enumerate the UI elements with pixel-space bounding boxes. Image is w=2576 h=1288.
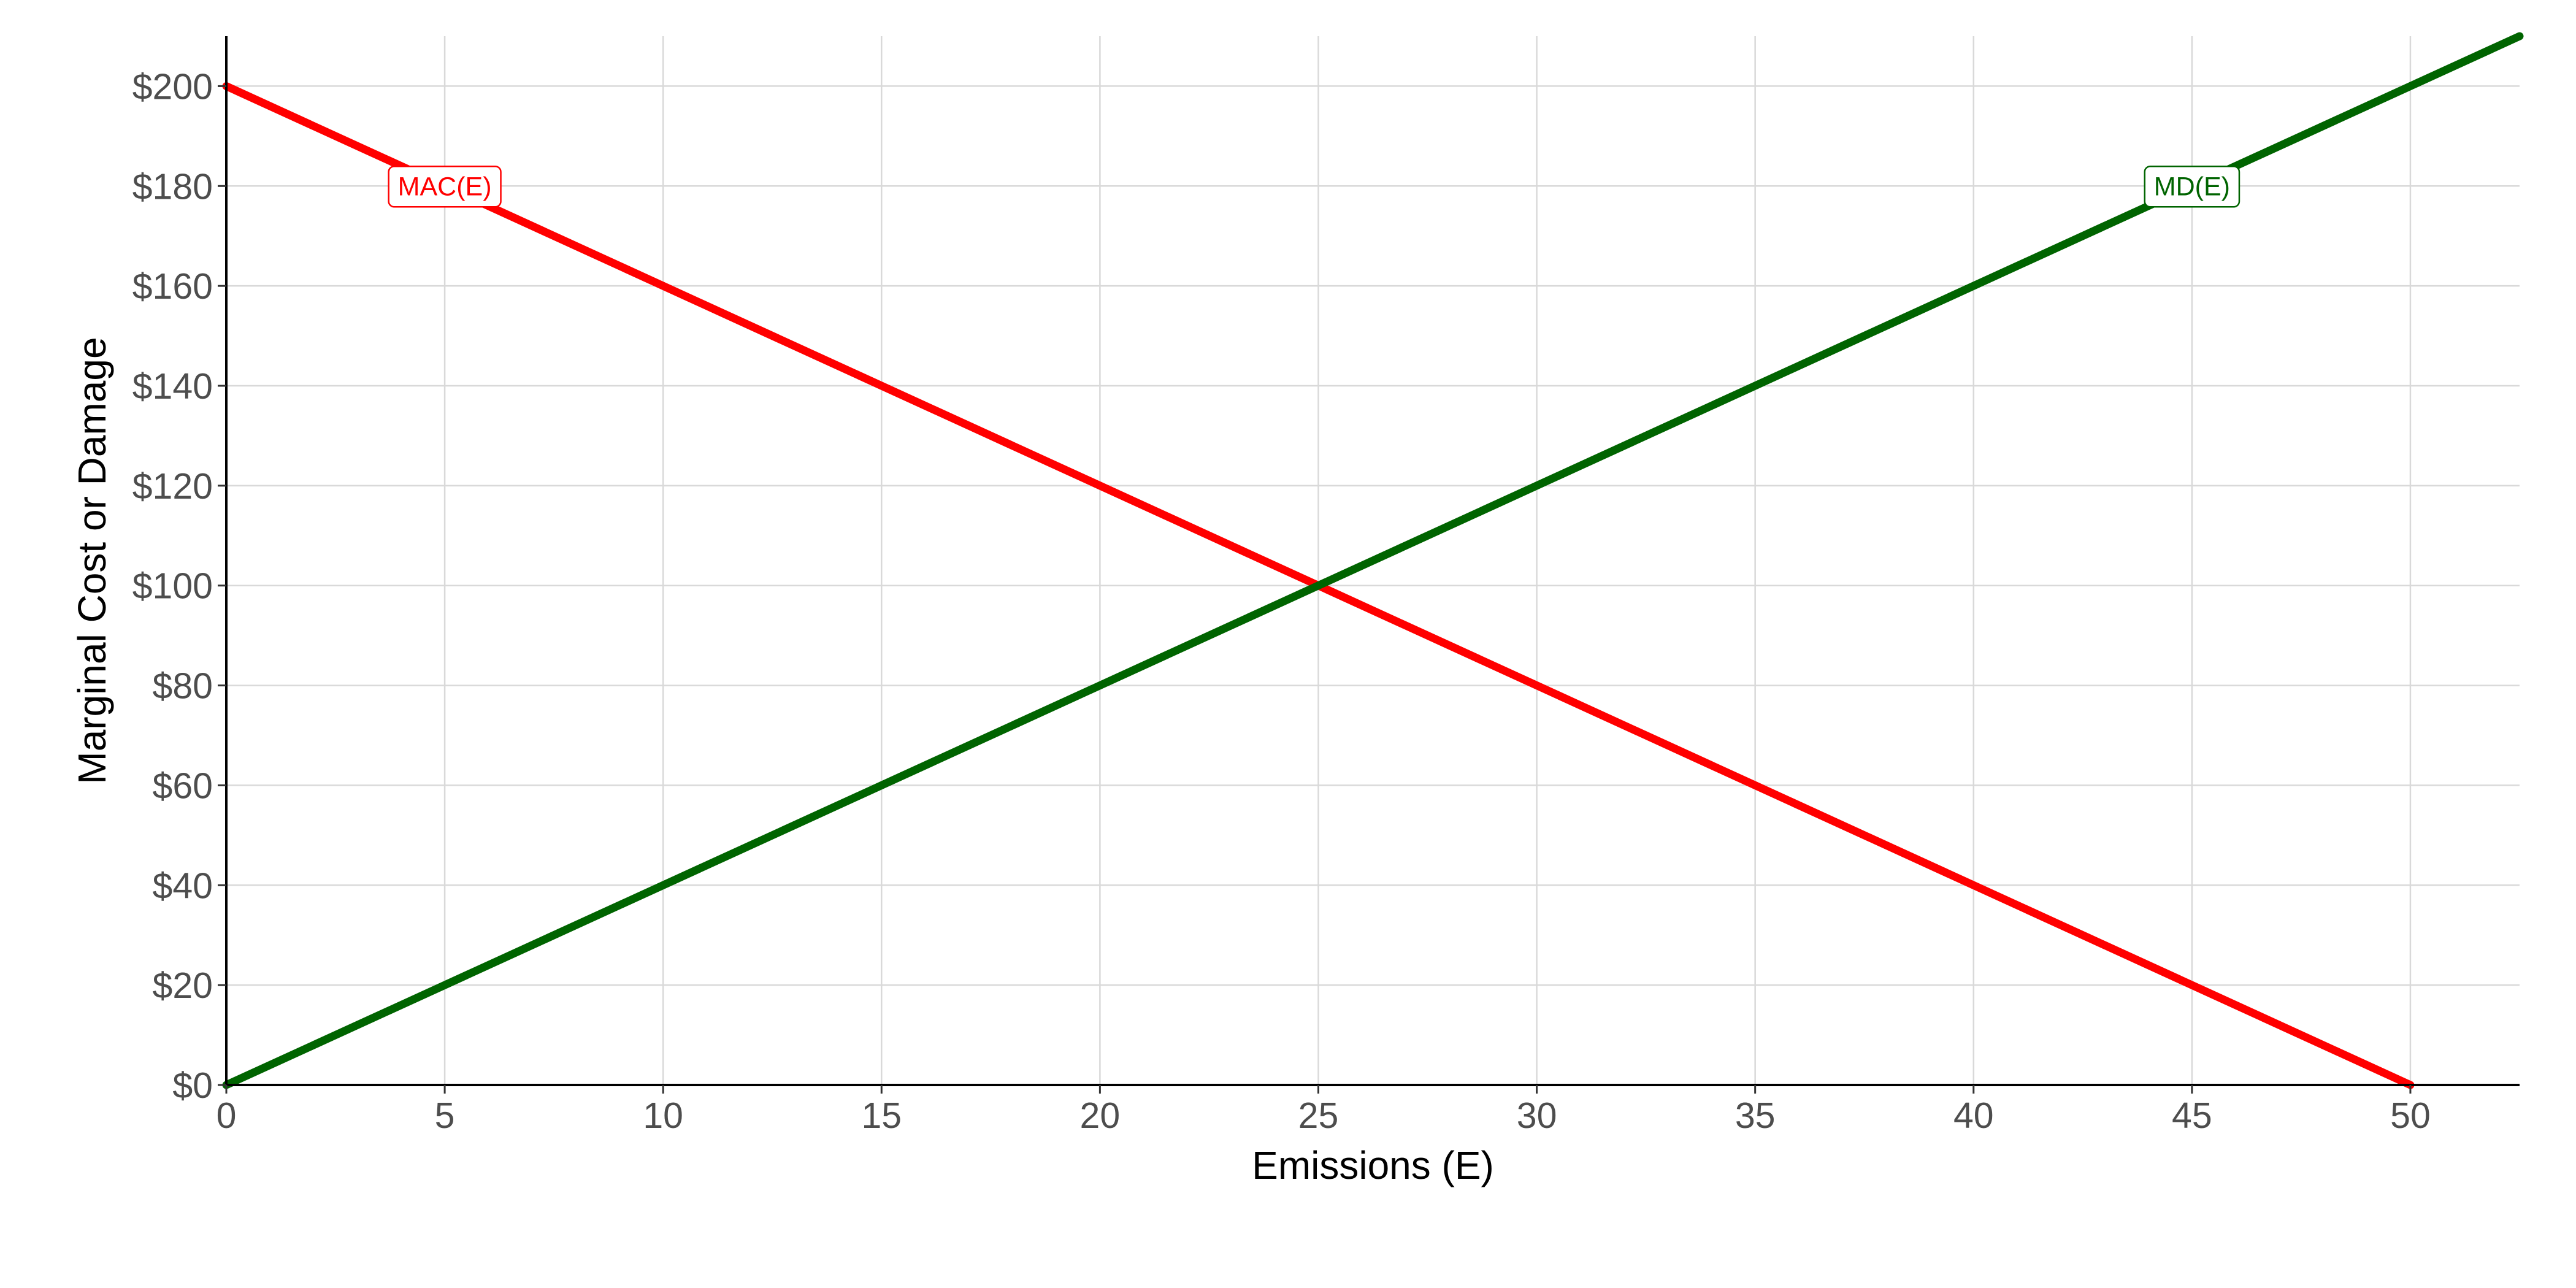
series-lines (222, 32, 2524, 1089)
x-tick-label-2: 10 (643, 1095, 683, 1136)
y-tick-label-7: $140 (132, 366, 213, 407)
series-labels: MAC(E) MD(E) (388, 166, 2241, 208)
y-tick-label-4: $80 (153, 666, 213, 707)
x-tick-label-3: 15 (861, 1095, 902, 1136)
x-tick-label-7: 35 (1735, 1095, 1776, 1136)
series-label-text: MD(E) (2154, 172, 2230, 201)
series-line-md-e (222, 32, 2524, 1089)
ticks: 0 5 10 15 20 25 30 35 40 45 50 $0 $20 $40 $60 $80 $100 $1… (132, 66, 2431, 1136)
x-tick-label-6: 30 (1517, 1095, 1557, 1136)
x-tick-label-1: 5 (435, 1095, 455, 1136)
y-tick-label-1: $20 (153, 965, 213, 1006)
x-tick-label-4: 20 (1080, 1095, 1121, 1136)
series-label-box (388, 166, 502, 208)
x-axis-title: Emissions (E) (1252, 1143, 1494, 1187)
y-tick-label-2: $40 (153, 865, 213, 906)
x-tick-label-9: 45 (2172, 1095, 2212, 1136)
y-tick-label-10: $200 (132, 66, 213, 107)
y-tick-label-9: $180 (132, 166, 213, 207)
series-label-box (2144, 166, 2241, 208)
series-label-md-e: MD(E) (2144, 166, 2241, 208)
y-tick-label-3: $60 (153, 765, 213, 806)
y-tick-label-0: $0 (172, 1065, 213, 1106)
x-tick-label-0: 0 (217, 1095, 237, 1136)
y-tick-label-8: $160 (132, 266, 213, 307)
x-tick-label-8: 40 (1953, 1095, 1994, 1136)
series-label-mac-e: MAC(E) (388, 166, 502, 208)
y-axis-title: Marginal Cost or Damage (70, 337, 114, 784)
series-label-text: MAC(E) (398, 172, 492, 201)
x-tick-label-5: 25 (1298, 1095, 1339, 1136)
axes (225, 36, 2520, 1086)
y-tick-label-5: $100 (132, 566, 213, 607)
x-tick-label-10: 50 (2390, 1095, 2431, 1136)
y-tick-label-6: $120 (132, 466, 213, 507)
